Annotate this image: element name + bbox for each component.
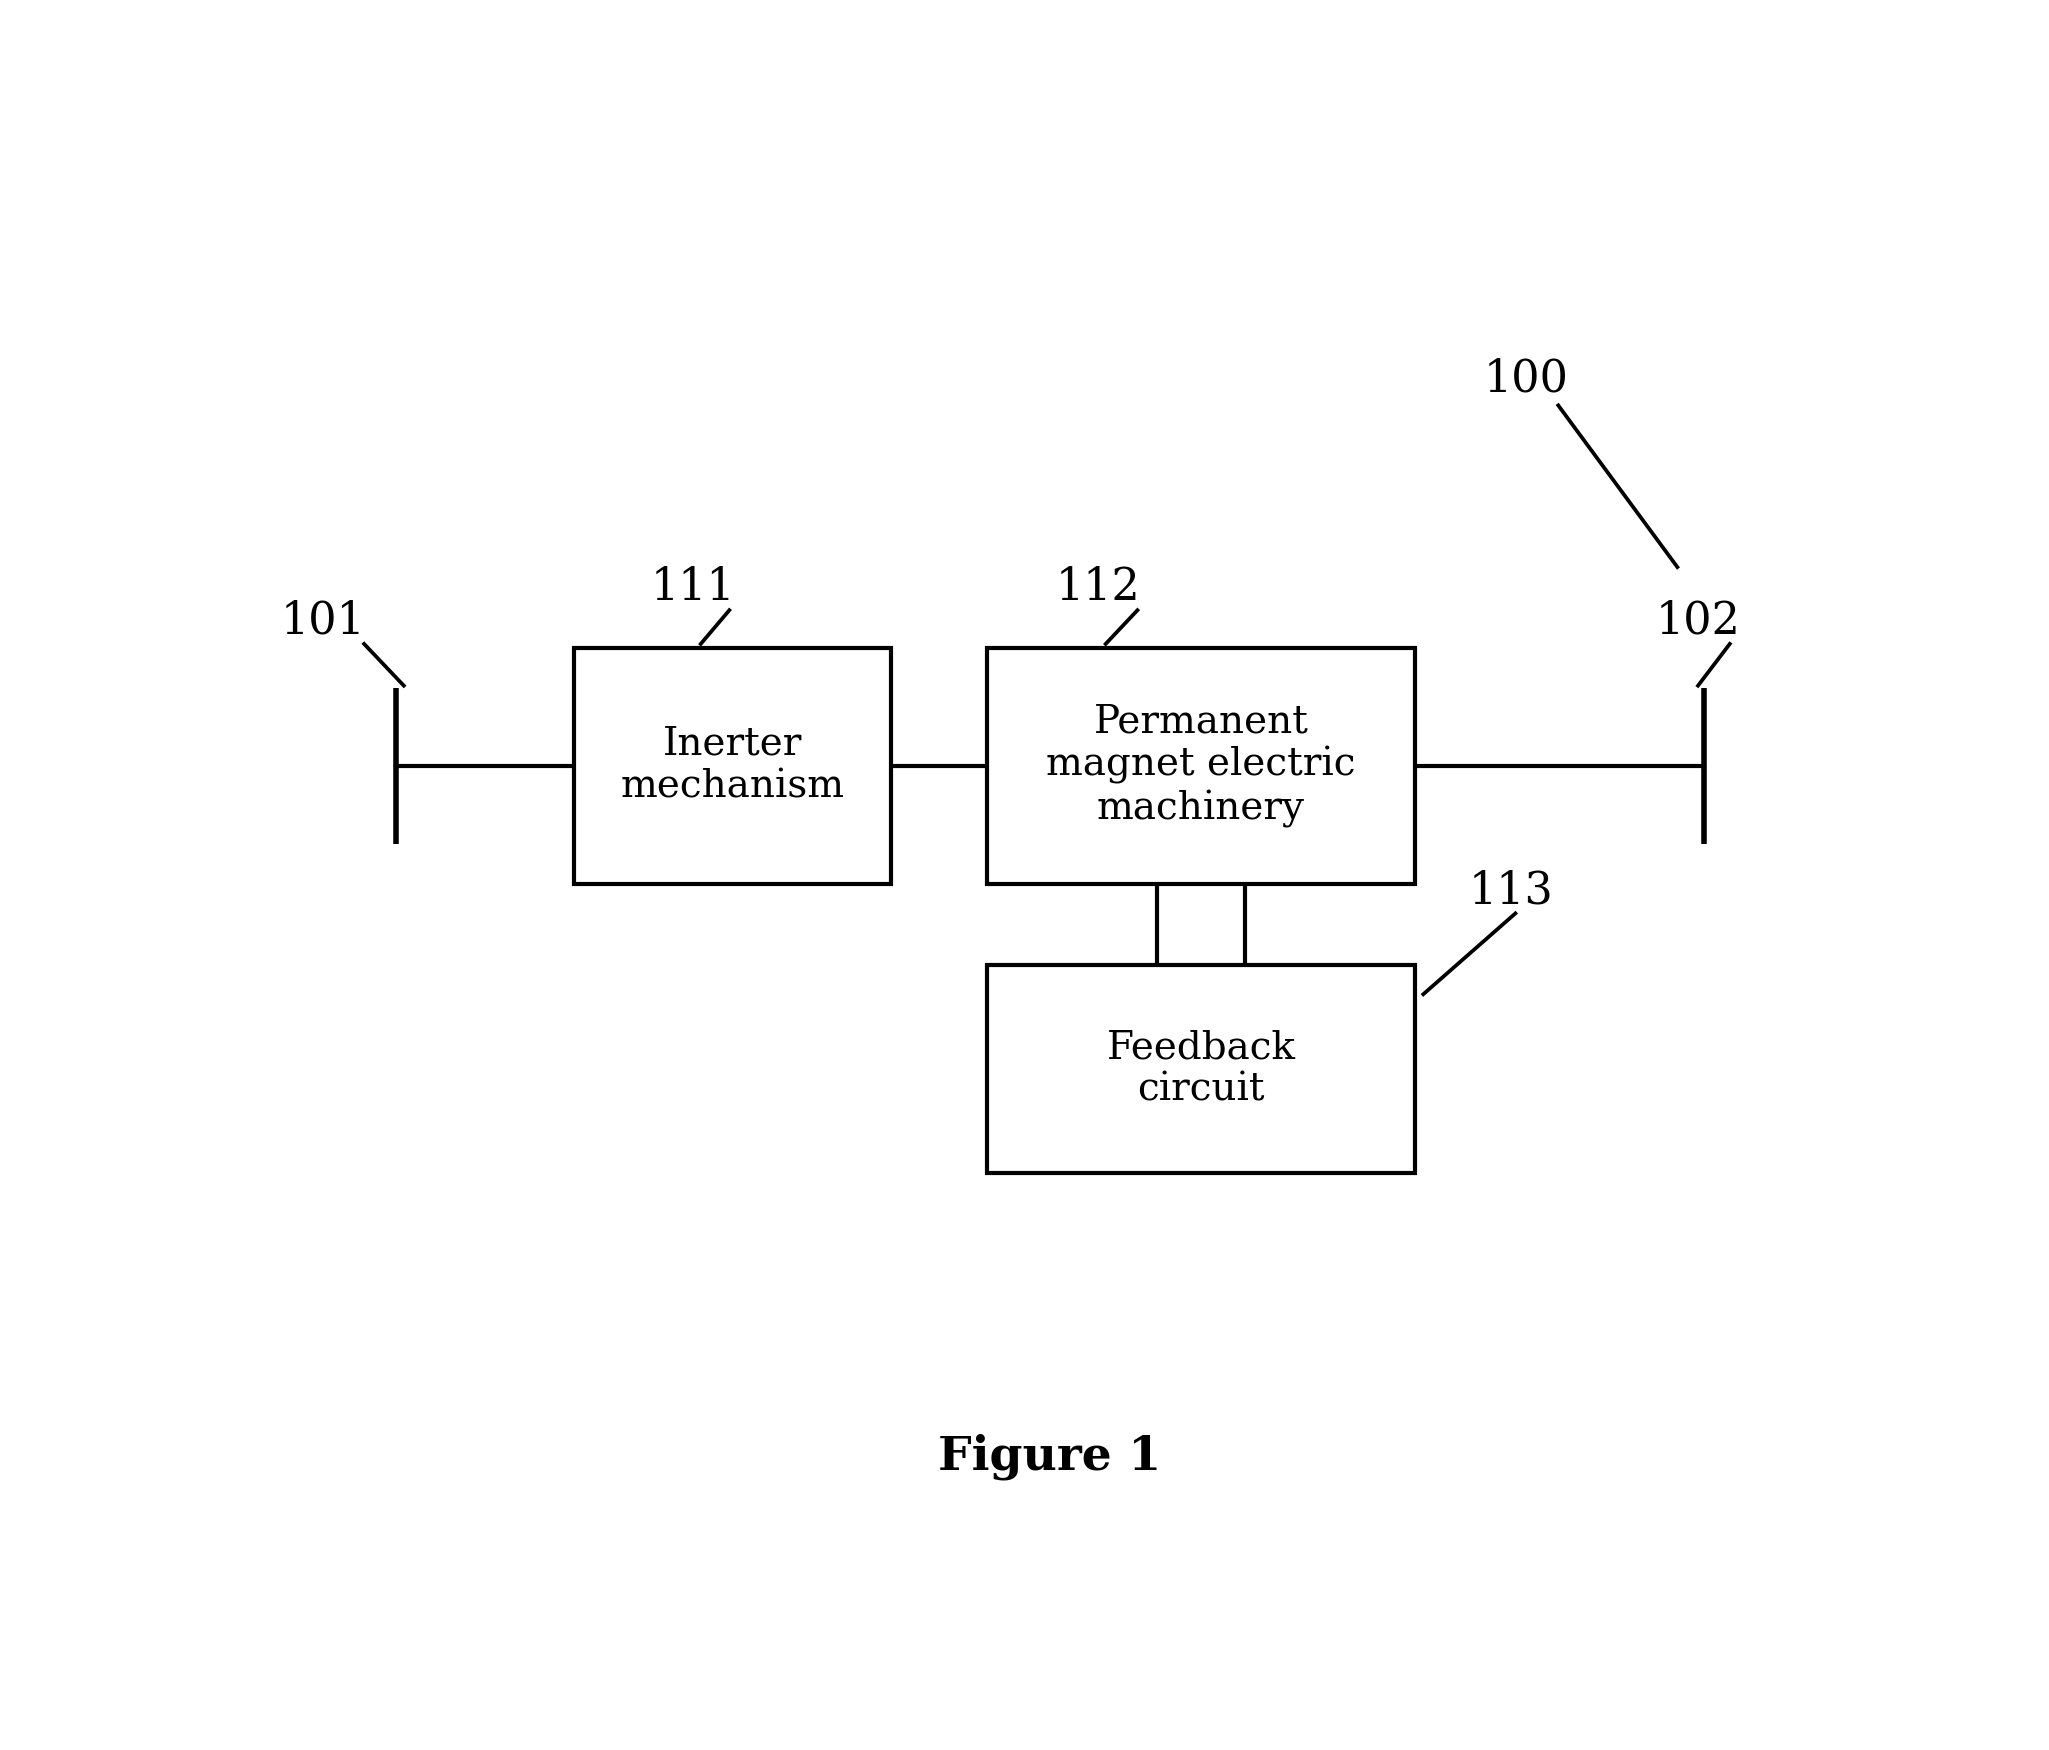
Bar [988, 648, 1416, 884]
Text: 102: 102 [1656, 600, 1740, 642]
Text: Inerter
mechanism: Inerter mechanism [621, 726, 844, 805]
Text: 101: 101 [281, 600, 365, 642]
Text: 112: 112 [1055, 565, 1139, 609]
Text: Feedback
circuit: Feedback circuit [1106, 1029, 1295, 1110]
Text: Figure 1: Figure 1 [938, 1433, 1162, 1480]
Text: Permanent
magnet electric
machinery: Permanent magnet electric machinery [1047, 704, 1356, 828]
Text: 100: 100 [1483, 357, 1570, 401]
Bar [988, 964, 1416, 1174]
Text: 111: 111 [650, 565, 736, 609]
Bar [574, 648, 891, 884]
Text: 113: 113 [1469, 870, 1553, 912]
